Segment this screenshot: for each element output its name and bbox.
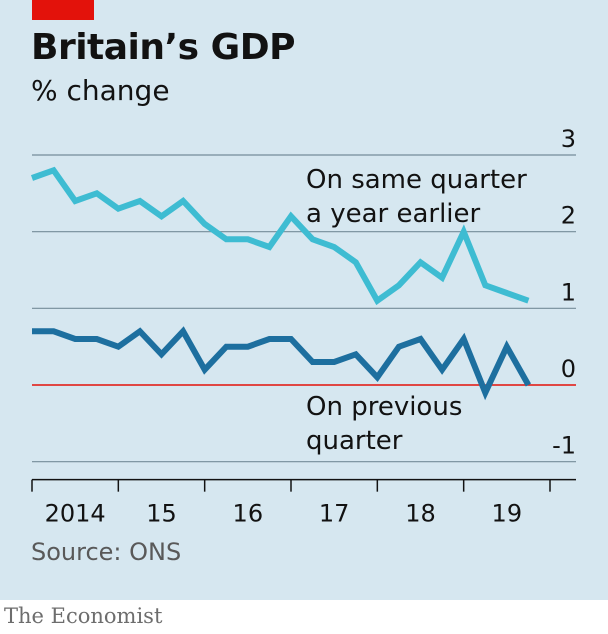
x-tick-label: 16 — [233, 500, 264, 528]
x-tick-label: 19 — [492, 500, 523, 528]
chart-title: Britain’s GDP — [31, 27, 295, 68]
series-line-yoy — [30, 166, 530, 306]
chart-panel — [0, 0, 608, 600]
y-tick-label: 0 — [561, 355, 576, 383]
series-lines — [30, 166, 532, 401]
x-tick-label: 2014 — [45, 500, 106, 528]
publication-brand: The Economist — [4, 604, 163, 628]
x-tick-label: 17 — [319, 500, 350, 528]
label-yoy-line: On same quarter — [306, 165, 527, 195]
x-axis: 2014 15 16 17 18 19 — [31, 478, 576, 528]
label-qoq-line: quarter — [306, 426, 403, 456]
y-tick-label: 2 — [561, 202, 576, 230]
series-line-qoq — [32, 326, 532, 401]
x-tick-label: 18 — [405, 500, 436, 528]
x-tick-label: 15 — [146, 500, 177, 528]
y-tick-label: 3 — [561, 125, 576, 153]
line-chart: 3 2 1 0 -1 2014 15 16 17 18 19 On same quarter a y… — [30, 125, 576, 528]
source-note: Source: ONS — [31, 538, 182, 566]
y-axis-ticks: 3 2 1 0 -1 — [552, 125, 576, 460]
y-tick-label: 1 — [561, 278, 576, 306]
series-labels: On same quarter a year earlier On previous… — [306, 165, 527, 456]
brand-accent-bar — [32, 0, 94, 20]
label-yoy-line: a year earlier — [306, 199, 481, 229]
label-qoq-line: On previous — [306, 392, 462, 422]
gridlines — [32, 154, 576, 463]
chart-subtitle: % change — [31, 74, 170, 107]
y-tick-label: -1 — [552, 432, 576, 460]
